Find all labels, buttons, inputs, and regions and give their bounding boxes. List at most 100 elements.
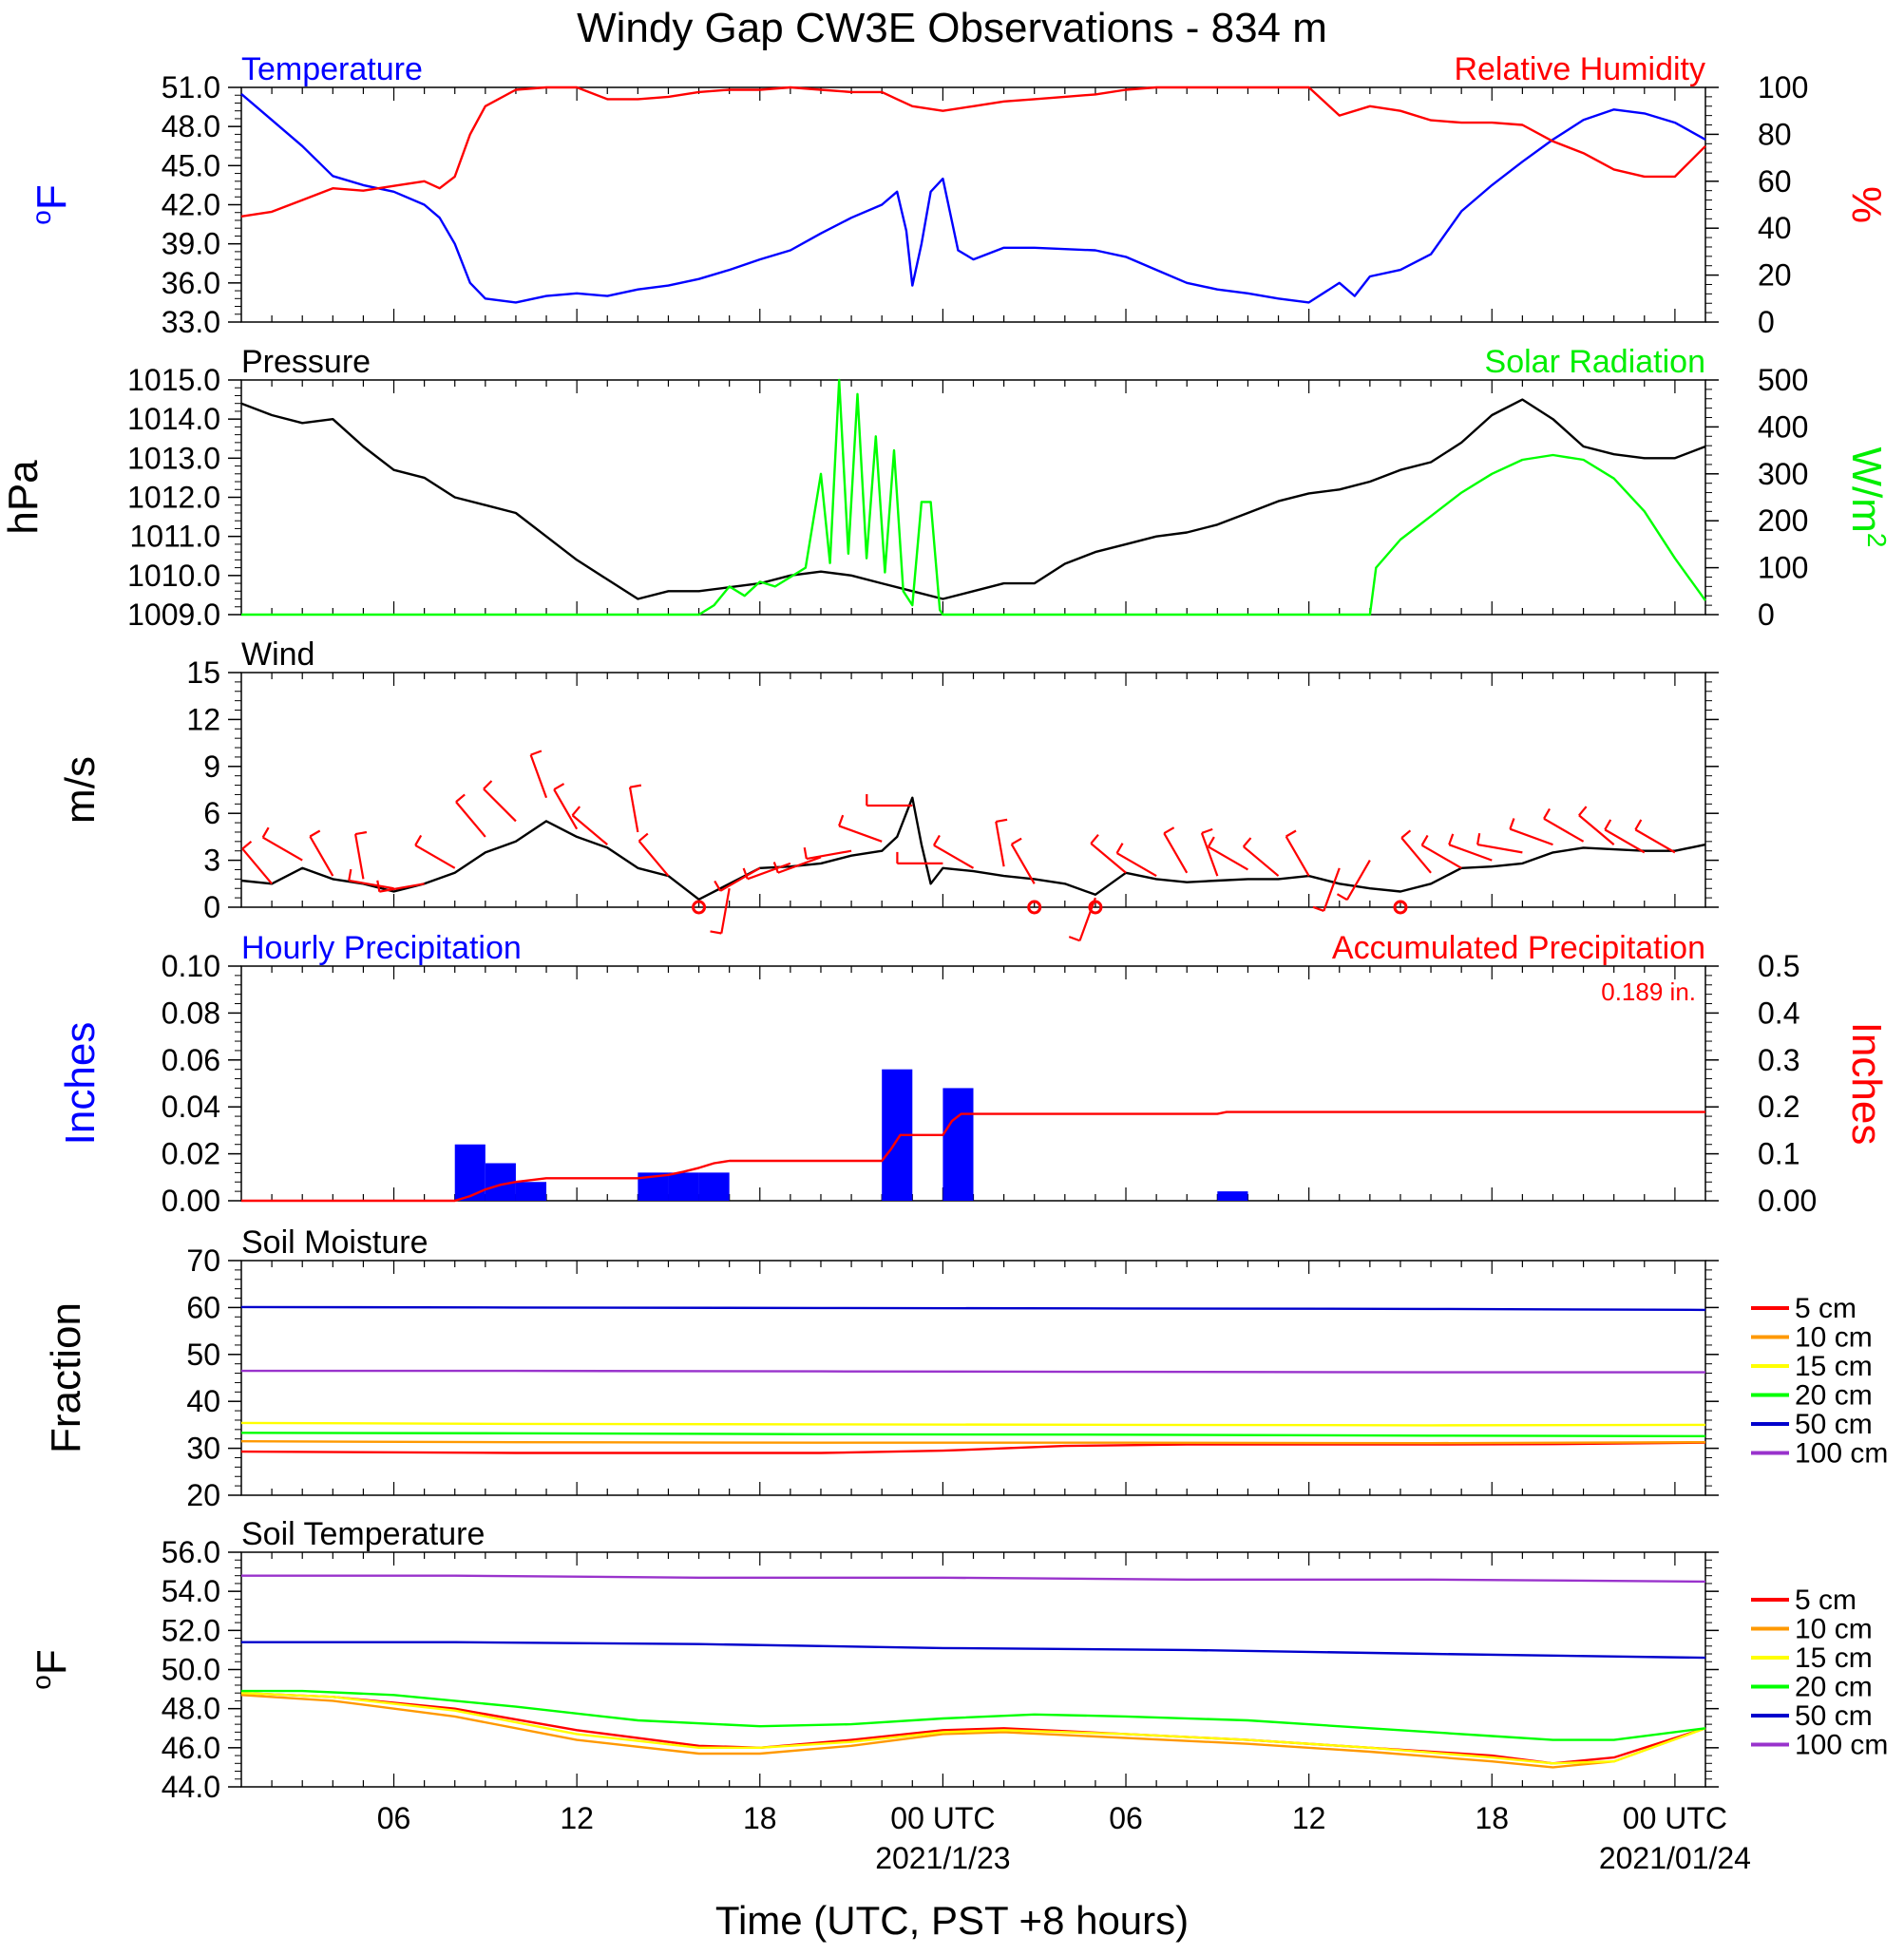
total-precip-label: 0.189 in. xyxy=(1601,978,1696,1006)
y-tick-label-left: 52.0 xyxy=(162,1613,220,1647)
wind-barb xyxy=(553,788,579,830)
series-line-50-cm xyxy=(241,1641,1706,1660)
wind-barb xyxy=(1634,828,1676,854)
wind-barb-feather xyxy=(1201,827,1213,834)
wind-barb xyxy=(1400,837,1432,874)
y-tick-label-right: 500 xyxy=(1758,363,1808,397)
wind-barb-feather xyxy=(1476,833,1481,845)
wind-barb-feather xyxy=(742,867,749,880)
x-tick-label: 00 UTC xyxy=(890,1801,995,1835)
series-line-wind xyxy=(240,796,1706,901)
y-tick-label-left: 30 xyxy=(186,1432,220,1466)
y-tick-label-left: 15 xyxy=(186,655,220,690)
wind-barb xyxy=(1476,843,1523,854)
wind-barb-feather xyxy=(838,814,845,826)
x-date-label: 2021/1/23 xyxy=(875,1841,1010,1875)
y-tick-label-right: 0.00 xyxy=(1758,1184,1817,1218)
y-tick-label-left: 0 xyxy=(203,890,220,924)
panel-frame xyxy=(240,379,1706,616)
wind-barb-feather xyxy=(1163,826,1175,835)
wind-barb xyxy=(483,788,517,823)
panel-precipitation xyxy=(228,965,1719,1203)
wind-barb-feather xyxy=(932,834,941,846)
precip-bar xyxy=(698,1172,730,1201)
y-tick-label-left: 1011.0 xyxy=(130,520,221,554)
y-tick-label-left: 0.10 xyxy=(162,949,220,983)
wind-barb-feather xyxy=(354,830,368,836)
series-line-50-cm xyxy=(240,1305,1706,1312)
series-line-relative-humidity xyxy=(240,85,1706,218)
wind-barb xyxy=(353,833,365,880)
wind-barb-feather xyxy=(261,826,270,839)
wind-barb-feather xyxy=(553,783,565,791)
wind-barb xyxy=(262,836,303,862)
precip-bar xyxy=(942,1088,974,1201)
y-tick-label-left: 6 xyxy=(203,796,220,830)
wind-barb-feather xyxy=(571,806,581,816)
y-tick-label-left: 0.00 xyxy=(162,1184,220,1218)
wind-barb xyxy=(720,888,731,934)
y-tick-label-left: 40 xyxy=(186,1384,220,1418)
wind-barb-feather xyxy=(1285,829,1297,838)
panel-title-left: Pressure xyxy=(241,344,371,380)
y-tick-label-right: 0.2 xyxy=(1758,1090,1799,1124)
wind-barb xyxy=(806,849,852,861)
wind-barb xyxy=(1421,844,1462,869)
wind-barb xyxy=(1578,814,1615,845)
y-tick-label-left: 50.0 xyxy=(162,1653,220,1687)
wind-barb xyxy=(777,856,822,874)
wind-barb-feather xyxy=(1336,893,1348,902)
wind-barb-feather xyxy=(710,930,722,935)
legend-label: 5 cm xyxy=(1795,1585,1856,1616)
wind-barb xyxy=(1010,844,1036,884)
y-tick-label-left: 48.0 xyxy=(162,109,220,143)
legend-label: 50 cm xyxy=(1795,1409,1873,1440)
wind-barb-feather xyxy=(1509,818,1515,830)
series-line-100-cm xyxy=(241,1574,1706,1584)
wind-barb xyxy=(1200,832,1219,877)
y-tick-label-right: 0.1 xyxy=(1758,1137,1799,1171)
y-tick-label-left: 56.0 xyxy=(162,1535,220,1569)
wind-barb xyxy=(1285,835,1310,877)
wind-barb xyxy=(414,844,456,869)
wind-barb-feather xyxy=(1312,905,1324,912)
wind-barb xyxy=(838,825,883,843)
y-tick-label-left: 51.0 xyxy=(162,70,220,104)
x-axis-label: Time (UTC, PST +8 hours) xyxy=(715,1898,1189,1943)
precip-bar xyxy=(515,1182,547,1201)
wind-barb-feather xyxy=(1090,834,1099,845)
wind-barb-feather xyxy=(1604,819,1612,830)
panel-title-left: Soil Moisture xyxy=(241,1224,428,1261)
wind-barb-feather xyxy=(772,862,779,874)
wind-barb xyxy=(628,787,639,833)
series-line-10-cm xyxy=(240,1440,1706,1445)
series-line-accumulated-precipitation xyxy=(241,1110,1705,1203)
y-tick-label-right: 80 xyxy=(1758,117,1792,151)
legend-label: 20 cm xyxy=(1795,1672,1873,1703)
panel-title-left: Wind xyxy=(241,636,314,673)
wind-barb xyxy=(933,844,975,869)
y-tick-label-right: 0 xyxy=(1758,598,1775,632)
y-tick-label-left: 3 xyxy=(203,844,220,878)
panel-soil_temperature xyxy=(228,1551,1789,1788)
y-tick-label-right: 0.5 xyxy=(1758,949,1799,983)
wind-barb xyxy=(571,814,608,845)
y-axis-label-right: W/m2 xyxy=(1843,447,1892,548)
series-line-pressure xyxy=(240,398,1706,600)
y-tick-label-left: 60 xyxy=(186,1290,220,1324)
wind-barb xyxy=(1078,897,1096,941)
panel-title-left: Hourly Precipitation xyxy=(241,930,522,966)
calm-wind-marker xyxy=(1393,900,1408,915)
legend-label: 10 cm xyxy=(1795,1322,1873,1354)
y-axis-label-left: oF xyxy=(27,1649,75,1689)
y-tick-label-left: 0.06 xyxy=(162,1043,220,1077)
y-tick-label-left: 1015.0 xyxy=(127,363,220,397)
legend-label: 50 cm xyxy=(1795,1700,1873,1732)
y-tick-label-left: 1010.0 xyxy=(127,559,220,593)
x-tick-label: 12 xyxy=(560,1801,594,1835)
y-tick-label-left: 1012.0 xyxy=(127,481,220,515)
wind-barb xyxy=(1116,852,1157,878)
legend-label: 20 cm xyxy=(1795,1380,1873,1412)
panel-title-right: Solar Radiation xyxy=(1485,344,1705,380)
